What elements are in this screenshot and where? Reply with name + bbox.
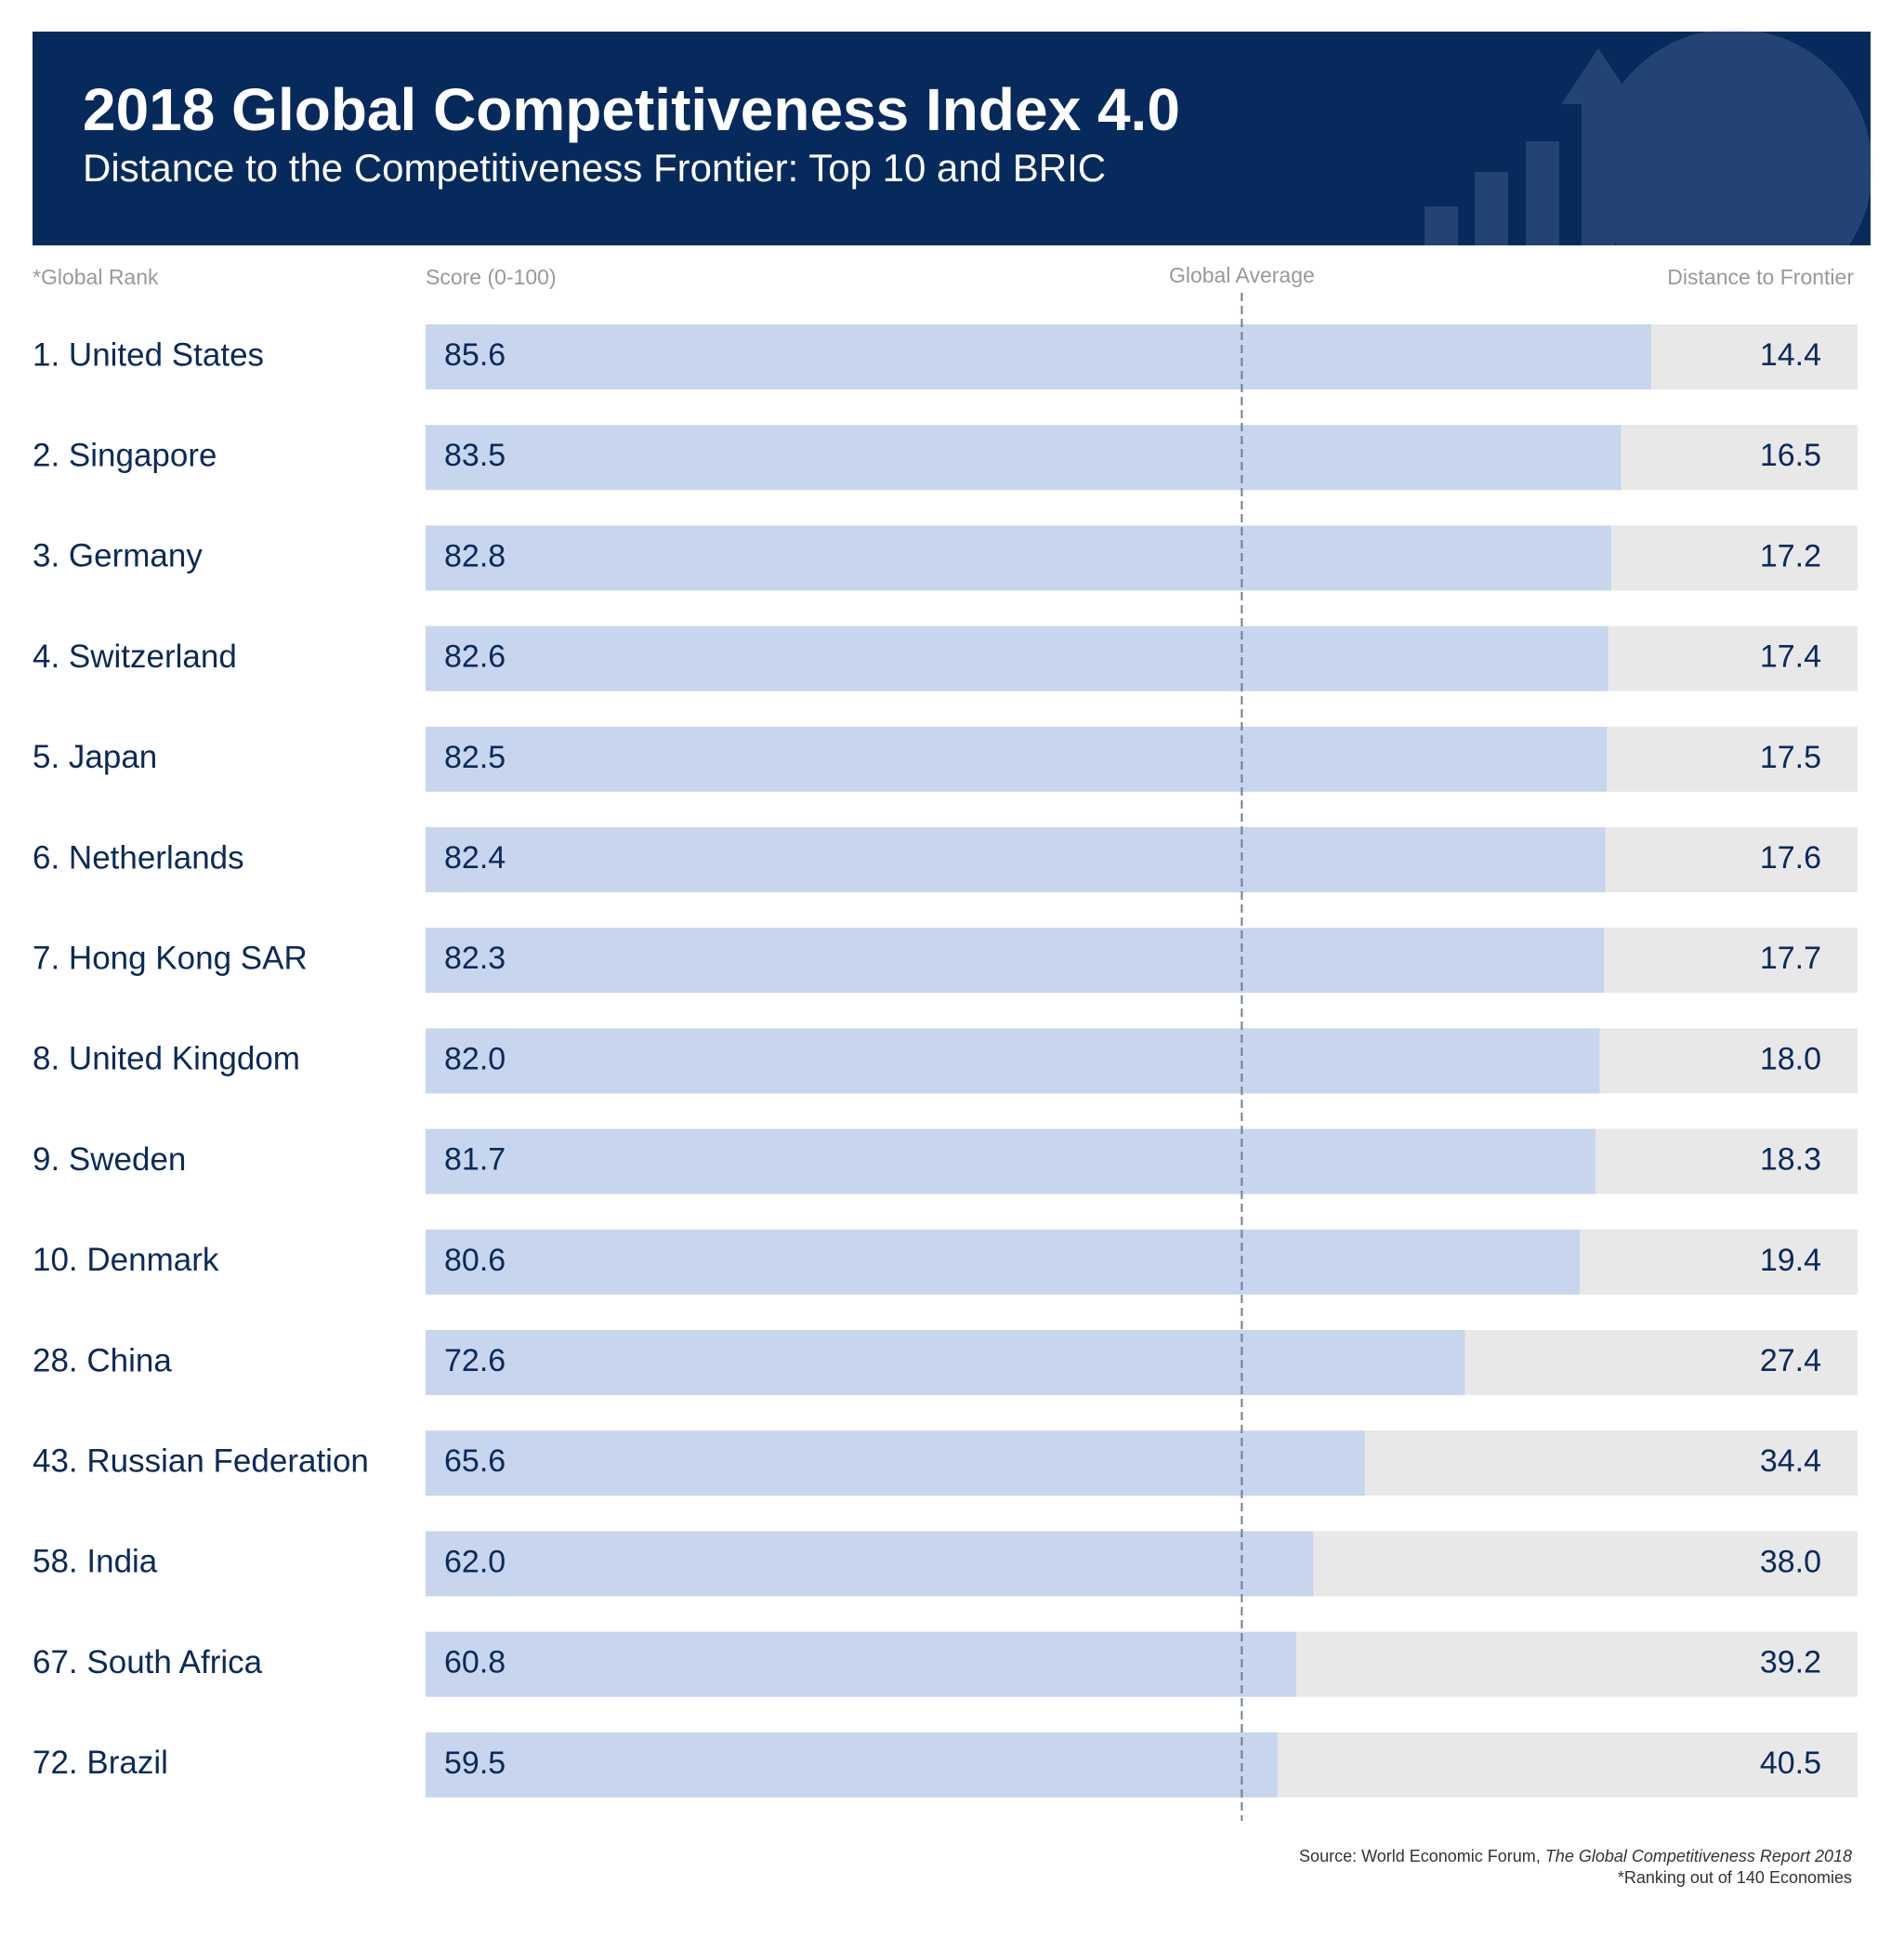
category-label: 1. United States bbox=[33, 336, 264, 373]
category-label: 3. Germany bbox=[33, 538, 203, 574]
source-title: The Global Competitiveness Report 2018 bbox=[1545, 1847, 1852, 1865]
bar-segment bbox=[1580, 1229, 1858, 1295]
score-label: 62.0 bbox=[444, 1544, 506, 1579]
distance-label: 19.4 bbox=[1760, 1243, 1821, 1278]
bar-segment bbox=[426, 626, 1609, 692]
bar-segment bbox=[426, 324, 1652, 389]
bar-segment bbox=[426, 1531, 1314, 1597]
score-label: 82.8 bbox=[444, 538, 506, 573]
distance-label: 17.4 bbox=[1760, 639, 1821, 675]
category-label: 6. Netherlands bbox=[33, 839, 244, 876]
bar-segment bbox=[426, 928, 1605, 994]
distance-label: 17.7 bbox=[1760, 941, 1821, 976]
score-label: 65.6 bbox=[444, 1443, 506, 1479]
bar-segment bbox=[426, 1028, 1600, 1094]
bar-segment bbox=[1364, 1430, 1858, 1496]
score-label: 83.5 bbox=[444, 438, 506, 473]
category-label: 2. Singapore bbox=[33, 437, 217, 473]
bar-segment bbox=[1605, 827, 1858, 892]
distance-label: 17.2 bbox=[1760, 538, 1821, 573]
bar-segment bbox=[426, 425, 1622, 491]
category-label: 58. India bbox=[33, 1544, 158, 1580]
note: *Ranking out of 140 Economies bbox=[1618, 1868, 1852, 1887]
bar-segment bbox=[426, 1631, 1296, 1697]
category-label: 10. Denmark bbox=[33, 1242, 219, 1278]
header-decoration bbox=[1425, 29, 1873, 245]
category-label: 4. Switzerland bbox=[33, 639, 237, 675]
category-label: 5. Japan bbox=[33, 739, 157, 775]
score-label: 82.4 bbox=[444, 840, 506, 876]
bar-segment bbox=[1610, 525, 1858, 591]
bar-segment bbox=[1599, 1028, 1858, 1094]
bar-segment bbox=[426, 1229, 1581, 1295]
bar-segment bbox=[1651, 324, 1858, 389]
distance-label: 17.5 bbox=[1760, 740, 1821, 775]
score-label: 80.6 bbox=[444, 1243, 506, 1278]
distance-label: 16.5 bbox=[1760, 438, 1821, 473]
bar-segment bbox=[1295, 1631, 1858, 1697]
score-label: 82.0 bbox=[444, 1041, 506, 1076]
category-header: *Global Rank bbox=[33, 265, 159, 289]
distance-header: Distance to Frontier bbox=[1667, 265, 1854, 289]
distance-label: 38.0 bbox=[1760, 1544, 1821, 1579]
score-label: 85.6 bbox=[444, 337, 506, 373]
distance-label: 17.6 bbox=[1760, 840, 1821, 876]
bar-segment bbox=[426, 1430, 1365, 1496]
bar-segment bbox=[1607, 726, 1858, 792]
score-label: 72.6 bbox=[444, 1343, 506, 1378]
bar-segment bbox=[1464, 1330, 1858, 1395]
bar-segment bbox=[426, 525, 1611, 591]
distance-label: 18.3 bbox=[1760, 1142, 1821, 1178]
score-label: 82.5 bbox=[444, 740, 506, 775]
bar-segment bbox=[1608, 626, 1858, 692]
bar-segment bbox=[1277, 1732, 1858, 1798]
score-label: 60.8 bbox=[444, 1645, 506, 1680]
bar-segment bbox=[1604, 928, 1858, 994]
bar-segment bbox=[1313, 1531, 1858, 1597]
score-label: 82.3 bbox=[444, 941, 506, 976]
category-label: 72. Brazil bbox=[33, 1745, 168, 1781]
distance-label: 14.4 bbox=[1760, 337, 1821, 373]
bar-segment bbox=[426, 1330, 1465, 1395]
distance-label: 18.0 bbox=[1760, 1041, 1821, 1076]
category-label: 43. Russian Federation bbox=[33, 1443, 369, 1479]
score-label: 82.6 bbox=[444, 639, 506, 675]
score-label: 81.7 bbox=[444, 1142, 506, 1178]
score-label: 59.5 bbox=[444, 1746, 506, 1781]
distance-label: 40.5 bbox=[1760, 1746, 1821, 1781]
bar-segment bbox=[426, 827, 1606, 892]
source: Source: World Economic Forum, The Global… bbox=[1299, 1847, 1852, 1865]
distance-label: 39.2 bbox=[1760, 1645, 1821, 1680]
bar-segment bbox=[426, 1128, 1595, 1194]
score-header: Score (0-100) bbox=[426, 265, 557, 289]
chart-subtitle: Distance to the Competitiveness Frontier… bbox=[83, 146, 1106, 190]
category-label: 8. United Kingdom bbox=[33, 1041, 300, 1077]
category-label: 67. South Africa bbox=[33, 1644, 263, 1680]
bar-segment bbox=[426, 1732, 1278, 1798]
reference-label: Global Average bbox=[1169, 263, 1315, 287]
distance-label: 34.4 bbox=[1760, 1443, 1821, 1479]
header-band bbox=[33, 32, 1871, 245]
category-label: 28. China bbox=[33, 1342, 172, 1378]
bar-segment bbox=[1595, 1128, 1858, 1194]
chart-title: 2018 Global Competitiveness Index 4.0 bbox=[83, 76, 1180, 143]
distance-label: 27.4 bbox=[1760, 1343, 1821, 1378]
category-label: 7. Hong Kong SAR bbox=[33, 940, 308, 976]
bar-segment bbox=[1621, 425, 1858, 491]
source-text: Source: World Economic Forum, bbox=[1299, 1847, 1545, 1865]
category-label: 9. Sweden bbox=[33, 1141, 186, 1178]
bar-segment bbox=[426, 726, 1608, 792]
